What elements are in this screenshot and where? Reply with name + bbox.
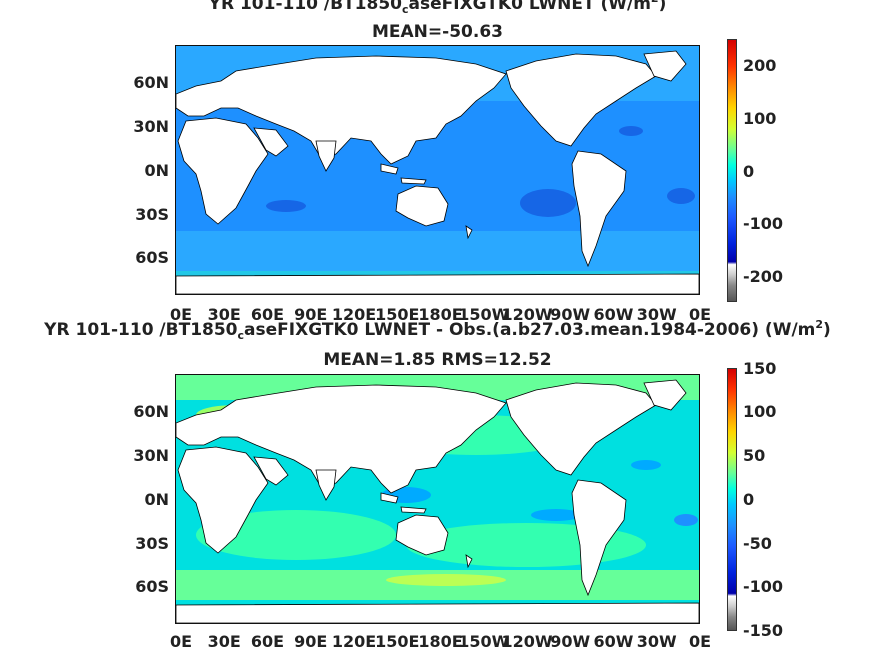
panel1-cbar-tick: -100 xyxy=(743,214,784,233)
panel2-lat-0n: 0N xyxy=(144,490,169,509)
panel1-lat-60s: 60S xyxy=(135,248,169,267)
lon-tick-label: 120E xyxy=(331,305,377,324)
lon-tick-label: 0E xyxy=(169,632,193,651)
panel2-subtitle: MEAN=1.85 RMS=12.52 xyxy=(323,350,552,370)
lon-tick-label: 0E xyxy=(688,632,712,651)
lon-tick-label: 30E xyxy=(207,305,241,324)
panel2-cbar-tick: 0 xyxy=(743,490,755,509)
lon-tick-label: 150W xyxy=(458,632,510,651)
lon-tick-label: 120W xyxy=(501,305,553,324)
lon-tick-label: 150E xyxy=(375,632,420,651)
lon-tick-label: 60W xyxy=(593,305,634,324)
panel1-map xyxy=(175,45,700,295)
panel2-cbar-tick: -150 xyxy=(743,621,784,640)
lon-tick-label: 60E xyxy=(250,632,285,651)
lon-tick-label: 120E xyxy=(331,632,377,651)
lon-tick-label: 30E xyxy=(207,632,241,651)
panel2-cbar-tick: 50 xyxy=(743,446,766,465)
panel2-colorbar xyxy=(727,368,737,631)
panel2-lat-30s: 30S xyxy=(135,534,169,553)
panel2-map xyxy=(175,374,700,624)
panel1-subtitle: MEAN=-50.63 xyxy=(372,22,503,42)
panel2-title: YR 101-110 /BT1850caseFIXGTK0 LWNET - Ob… xyxy=(44,318,831,342)
lon-tick-label: 90E xyxy=(294,305,328,324)
lon-tick-label: 180E xyxy=(418,632,463,651)
lon-tick-label: 150W xyxy=(458,305,510,324)
panel2-cbar-tick: -50 xyxy=(743,534,772,553)
panel2-lat-60n: 60N xyxy=(133,402,169,421)
lon-tick-label: 90W xyxy=(550,632,591,651)
panel1-lat-60n: 60N xyxy=(133,73,169,92)
panel1-title: YR 101-110 /BT1850caseFIXGTK0 LWNET (W/m… xyxy=(208,0,667,16)
panel2-lat-30n: 30N xyxy=(133,446,169,465)
lon-tick-label: 60W xyxy=(593,632,634,651)
lon-tick-label: 150E xyxy=(375,305,420,324)
lon-tick-label: 90E xyxy=(294,632,328,651)
panel1-lat-30s: 30S xyxy=(135,205,169,224)
panel2-lat-60s: 60S xyxy=(135,577,169,596)
lon-tick-label: 0E xyxy=(169,305,193,324)
lon-tick-label: 60E xyxy=(250,305,285,324)
panel1-cbar-tick: 200 xyxy=(743,56,777,75)
lon-tick-label: 180E xyxy=(418,305,463,324)
panel1-cbar-tick: 0 xyxy=(743,162,755,181)
lon-tick-label: 90W xyxy=(550,305,591,324)
lon-tick-label: 120W xyxy=(501,632,553,651)
panel1-lat-30n: 30N xyxy=(133,117,169,136)
panel1-colorbar xyxy=(727,39,737,302)
lon-tick-label: 0E xyxy=(688,305,712,324)
panel2-cbar-tick: -100 xyxy=(743,577,784,596)
panel1-cbar-tick: 100 xyxy=(743,109,777,128)
panel2-cbar-tick: 100 xyxy=(743,402,777,421)
panel1-lat-0n: 0N xyxy=(144,161,169,180)
panel2-cbar-tick: 150 xyxy=(743,359,777,378)
panel1-cbar-tick: -200 xyxy=(743,267,784,286)
lon-tick-label: 30W xyxy=(636,632,677,651)
lon-tick-label: 30W xyxy=(636,305,677,324)
